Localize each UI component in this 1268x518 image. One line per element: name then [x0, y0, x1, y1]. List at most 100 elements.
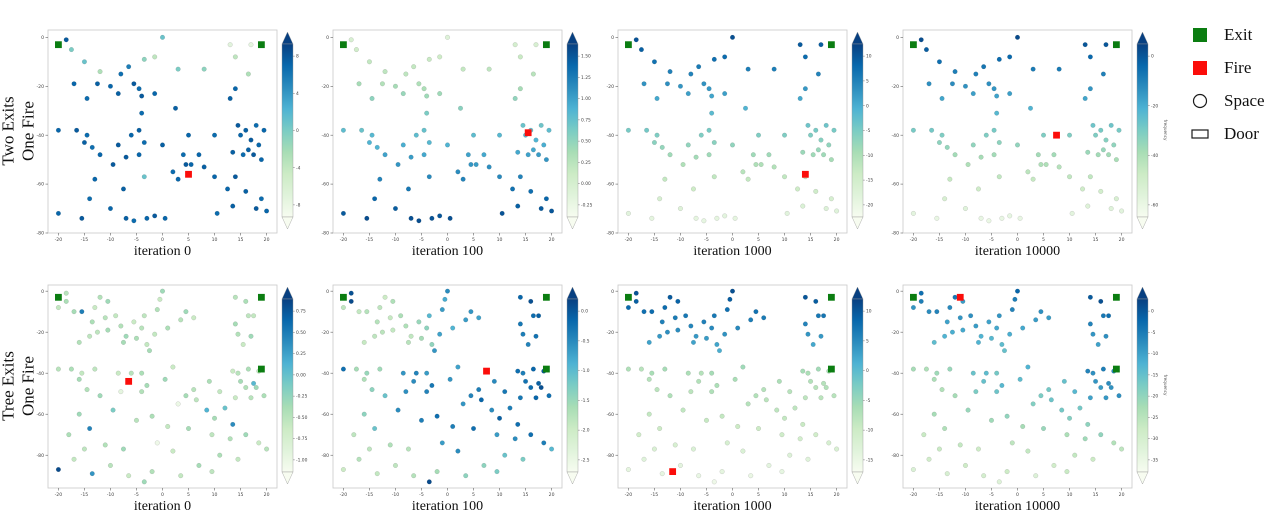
colorbar-arrow-bottom	[1136, 471, 1149, 485]
space-node	[944, 144, 950, 150]
space-node	[515, 203, 521, 209]
legend: Exit Fire Space Door	[1190, 24, 1265, 144]
space-node	[139, 389, 145, 395]
space-node	[426, 56, 432, 62]
space-node	[1113, 157, 1119, 163]
space-node	[152, 54, 158, 60]
x-tick-label: 15	[523, 492, 529, 498]
space-node	[468, 393, 474, 399]
space-node	[1103, 333, 1109, 339]
space-node	[1119, 208, 1125, 214]
space-node	[994, 325, 1000, 331]
colorbar-arrow-bottom	[281, 471, 294, 485]
space-node	[468, 162, 474, 168]
space-node	[677, 83, 683, 89]
colorbar	[566, 298, 579, 473]
colorbar-tick-label: -20	[1151, 103, 1158, 109]
space-node	[455, 169, 461, 175]
space-node	[139, 93, 145, 99]
space-node	[253, 385, 259, 391]
space-node	[523, 378, 529, 384]
y-tick-label: -80	[891, 453, 899, 459]
space-node	[515, 368, 521, 374]
space-node	[1041, 132, 1047, 138]
colorbar-tick-label: -15	[1151, 372, 1158, 378]
space-node	[429, 341, 435, 347]
space-node	[418, 417, 424, 423]
space-node	[201, 66, 207, 72]
space-node	[395, 162, 401, 168]
colorbar-arrow-bottom	[566, 216, 579, 230]
colorbar-tick-label: -15	[866, 457, 873, 463]
colorbar-arrow-top	[851, 31, 864, 45]
scatter-subplot: 0 -20 -40 -60 -80 -20 -15 -10 -5 0 5 10 15 20 8 4 0 -4 -8	[30, 28, 315, 244]
x-tick-label: 0	[161, 492, 164, 498]
exit-legend-icon	[1193, 27, 1207, 42]
space-node	[76, 411, 82, 417]
space-node	[243, 385, 249, 391]
space-node	[641, 456, 647, 462]
space-node	[1043, 162, 1049, 168]
space-node	[507, 405, 513, 411]
space-node	[782, 132, 788, 138]
space-node	[1108, 385, 1114, 391]
space-node	[1069, 210, 1075, 216]
space-node	[413, 132, 419, 138]
space-node	[87, 426, 93, 432]
space-node	[1103, 395, 1109, 401]
colorbar	[566, 43, 579, 218]
space-node	[808, 378, 814, 384]
colorbar-tick-label: -10	[866, 428, 873, 434]
exit-marker	[827, 365, 835, 373]
x-tick-label: 5	[757, 492, 760, 498]
scatter-plot-svg: 0 -20 -40 -60 -80 -20 -15 -10 -5 0 5 10 15 20 0.0 -0.5 -…	[321, 284, 590, 498]
space-node	[120, 186, 126, 192]
space-node	[1067, 174, 1073, 180]
space-node	[815, 366, 821, 372]
colorbar	[281, 43, 294, 218]
colorbar-arrow-top	[281, 286, 294, 300]
x-tick-label: 15	[1093, 237, 1099, 243]
space-node	[424, 389, 430, 395]
plot-frame	[902, 29, 1133, 234]
space-node	[965, 407, 971, 413]
space-node	[102, 442, 108, 448]
exit-marker	[1112, 41, 1120, 49]
space-node	[657, 333, 663, 339]
space-node	[667, 294, 673, 300]
x-tick-label: 10	[497, 237, 503, 243]
space-node	[191, 387, 197, 393]
space-node	[962, 83, 968, 89]
x-tick-label: 15	[523, 237, 529, 243]
space-node	[235, 370, 241, 376]
subplot-title: iteration 1000	[693, 499, 772, 514]
space-node	[813, 188, 819, 194]
x-tick-label: -5	[134, 237, 139, 243]
space-node	[934, 215, 940, 221]
exit-marker	[55, 41, 62, 49]
space-node	[68, 47, 74, 53]
x-tick-label: -15	[81, 492, 89, 498]
space-node	[439, 307, 445, 313]
space-node	[455, 364, 461, 370]
space-node	[245, 147, 251, 153]
space-node	[87, 196, 93, 202]
space-node	[1059, 407, 1065, 413]
space-node	[1090, 331, 1096, 337]
space-node	[165, 423, 171, 429]
space-node	[530, 147, 536, 153]
space-node	[748, 473, 754, 479]
space-node	[813, 298, 819, 304]
space-node	[834, 208, 840, 214]
space-node	[55, 210, 61, 216]
space-node	[353, 47, 359, 53]
space-node	[1051, 152, 1057, 158]
space-node	[636, 432, 642, 438]
space-node	[706, 152, 712, 158]
space-node	[379, 81, 385, 87]
space-node	[1085, 368, 1091, 374]
space-node	[170, 364, 176, 370]
space-node	[729, 142, 735, 148]
space-node	[94, 81, 100, 87]
